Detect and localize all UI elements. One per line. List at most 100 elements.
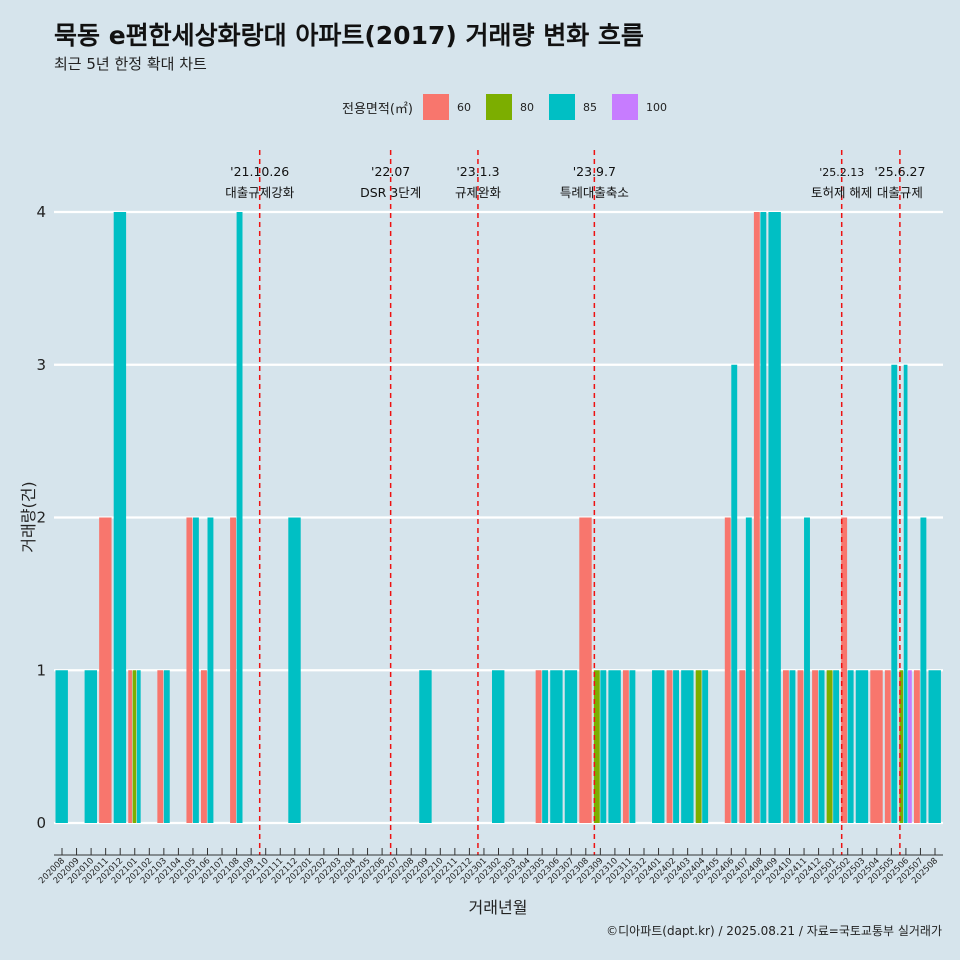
legend: 전용면적(㎡) 60 80 85 100 — [342, 94, 675, 120]
source-caption: ©디아파트(dapt.kr) / 2025.08.21 / 자료=국토교통부 실… — [606, 924, 942, 938]
bar-202401-85 — [652, 670, 665, 823]
x-axis: 2020082020092020102020112020122021012021… — [37, 848, 943, 886]
bar-202308-60 — [579, 517, 592, 823]
bar-202101-85 — [136, 670, 141, 823]
legend-item-80: 80 — [485, 94, 542, 120]
legend-swatch-60 — [422, 94, 449, 120]
bar-202108-85 — [236, 212, 243, 823]
legend-label-80: 80 — [519, 100, 534, 114]
bar-202506-80 — [899, 670, 904, 823]
bar-202305-60 — [535, 670, 542, 823]
legend-item-85: 85 — [548, 94, 605, 120]
bar-202103-85 — [163, 670, 170, 823]
bar-202506-85 — [903, 364, 908, 823]
bar-202402-60 — [666, 670, 673, 823]
bar-202112-85 — [288, 517, 301, 823]
bar-202411-85 — [804, 517, 810, 823]
bar-202507-60 — [913, 670, 920, 823]
annotation-label: 규제완화 — [455, 185, 502, 200]
bar-202101-80 — [132, 670, 137, 823]
bar-202311-85 — [629, 670, 636, 823]
legend-swatch-100 — [611, 94, 638, 120]
y-tick-label: 0 — [36, 814, 46, 832]
bar-202403-85 — [681, 670, 694, 823]
legend-item-100: 100 — [611, 94, 668, 120]
y-tick-label: 1 — [36, 661, 46, 679]
annotation-label: 토허제 해제 — [811, 185, 872, 200]
legend-item-60: 60 — [422, 94, 479, 120]
bar-202508-85 — [928, 670, 941, 823]
bar-202305-85 — [542, 670, 549, 823]
bar-202407-60 — [739, 670, 746, 823]
bar-202412-85 — [818, 670, 825, 823]
bar-202108-60 — [230, 517, 236, 823]
bar-202011-60 — [99, 517, 112, 823]
annotation-date: '25.6.27 — [874, 164, 925, 179]
bar-202008-85 — [55, 670, 68, 823]
bar-202012-85 — [113, 212, 127, 823]
bars — [55, 212, 941, 823]
bar-202506-100 — [908, 670, 912, 823]
bar-202406-85 — [731, 364, 738, 823]
bar-202103-60 — [157, 670, 164, 823]
bar-202306-85 — [550, 670, 563, 823]
bar-202105-85 — [192, 517, 199, 823]
bar-202407-85 — [745, 517, 752, 823]
legend-label-85: 85 — [582, 100, 597, 114]
bar-202311-60 — [622, 670, 629, 823]
bar-202412-60 — [812, 670, 818, 823]
bar-202502-85 — [847, 670, 854, 823]
bar-202505-85 — [891, 364, 898, 823]
bar-202411-60 — [797, 670, 804, 823]
bar-202402-85 — [673, 670, 679, 823]
bar-202404-85 — [702, 670, 709, 823]
bar-202309-85 — [600, 670, 607, 823]
bar-202101-60 — [128, 670, 132, 823]
y-axis: 0 1 2 3 4 — [36, 203, 46, 832]
legend-label-100: 100 — [645, 100, 667, 114]
bar-202106-85 — [207, 517, 214, 823]
y-tick-label: 3 — [36, 356, 46, 374]
bar-202307-85 — [564, 670, 578, 823]
bar-202502-60 — [841, 517, 848, 823]
page-subtitle: 최근 5년 한정 확대 차트 — [54, 55, 207, 73]
bar-202408-85 — [760, 212, 767, 823]
bar-202505-60 — [884, 670, 891, 823]
y-axis-label: 거래량(건) — [19, 481, 38, 552]
page-title: 묵동 e편한세상화랑대 아파트(2017) 거래량 변화 흐름 — [54, 21, 644, 50]
bar-202410-85 — [789, 670, 796, 823]
bar-202310-85 — [608, 670, 621, 823]
legend-label-60: 60 — [456, 100, 471, 114]
bar-202409-85 — [768, 212, 781, 823]
annotation-date: '21.10.26 — [230, 164, 289, 179]
annotation-lines: '21.10.26 대출규제강화 '22.07 DSR 3단계 '23.1.3 규제완화 '… — [225, 150, 925, 855]
annotation-date: '22.07 — [371, 164, 410, 179]
y-tick-label: 2 — [36, 509, 46, 527]
annotation-label: DSR 3단계 — [360, 185, 421, 200]
bar-202209-85 — [419, 670, 432, 823]
annotation-date: '23.1.3 — [456, 164, 499, 179]
annotation-date: '25.2.13 — [819, 166, 864, 179]
bar-202309-80 — [593, 670, 600, 823]
bar-202501-80 — [826, 670, 833, 823]
y-tick-label: 4 — [36, 203, 46, 221]
bar-202302-85 — [492, 670, 505, 823]
legend-title: 전용면적(㎡) — [342, 101, 413, 117]
bar-202501-85 — [833, 670, 840, 823]
legend-swatch-80 — [485, 94, 512, 120]
x-axis-label: 거래년월 — [469, 898, 528, 917]
bar-202105-60 — [186, 517, 193, 823]
annotation-label: 대출규제강화 — [225, 185, 295, 200]
legend-swatch-85 — [548, 94, 575, 120]
annotation-label: 특례대출축소 — [560, 185, 629, 200]
bar-202106-60 — [201, 670, 207, 823]
bar-202010-85 — [84, 670, 97, 823]
annotation-label: 대출규제 — [877, 185, 923, 200]
bar-202507-85 — [920, 517, 927, 823]
bar-202410-60 — [783, 670, 789, 823]
bar-202406-60 — [724, 517, 731, 823]
bar-202408-60 — [753, 212, 760, 823]
annotation-date: '23.9.7 — [573, 164, 616, 179]
bar-202404-80 — [695, 670, 702, 823]
